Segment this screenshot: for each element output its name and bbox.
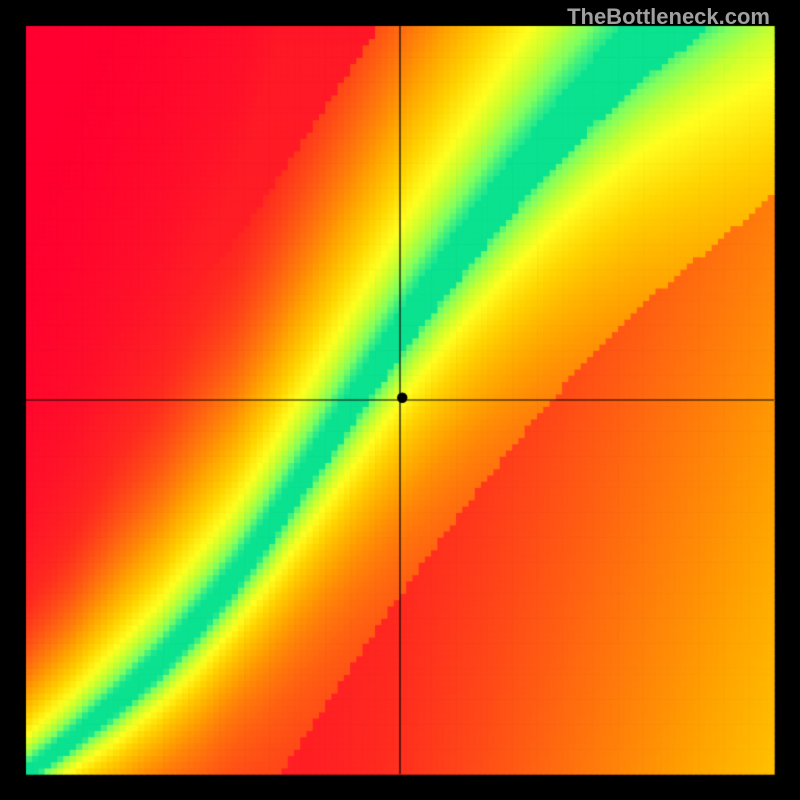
bottleneck-heatmap: [0, 0, 800, 800]
chart-stage: TheBottleneck.com: [0, 0, 800, 800]
watermark-text: TheBottleneck.com: [567, 4, 770, 30]
